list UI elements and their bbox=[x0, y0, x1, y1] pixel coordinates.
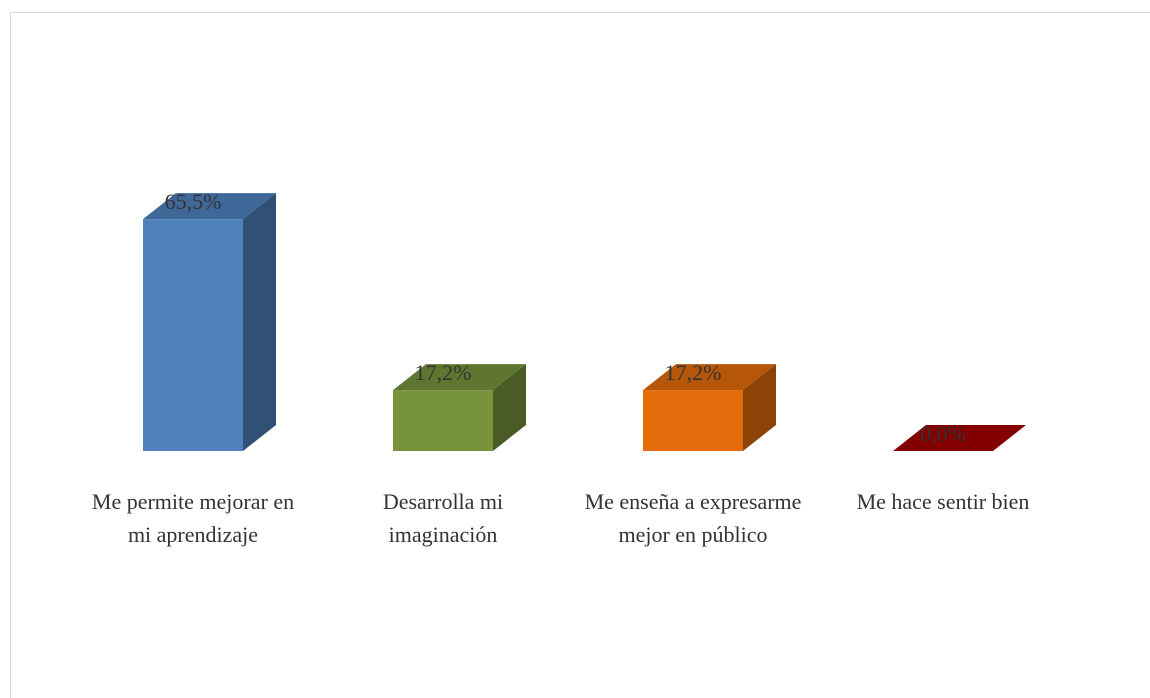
value-label: 17,2% bbox=[415, 360, 472, 385]
chart-frame bbox=[10, 12, 1150, 698]
bar bbox=[643, 390, 743, 451]
bar-top bbox=[893, 425, 1026, 451]
value-label: 0,0% bbox=[920, 421, 966, 446]
bar bbox=[393, 390, 493, 451]
bar-top bbox=[143, 193, 276, 220]
category-label: Desarrolla mi imaginación bbox=[382, 489, 504, 547]
category-label: Me hace sentir bien bbox=[856, 489, 1030, 514]
bar-side bbox=[243, 193, 276, 451]
bar-top bbox=[393, 364, 526, 391]
value-label: 17,2% bbox=[665, 360, 722, 385]
category-label: Me enseña a expresarme mejor en público bbox=[584, 489, 802, 547]
bar-side bbox=[743, 364, 776, 451]
value-label: 65,5% bbox=[165, 189, 222, 214]
bar-side bbox=[493, 364, 526, 451]
category-label: Me permite mejorar en mi aprendizaje bbox=[91, 489, 295, 547]
bar-top bbox=[643, 364, 776, 391]
bar bbox=[143, 219, 243, 451]
